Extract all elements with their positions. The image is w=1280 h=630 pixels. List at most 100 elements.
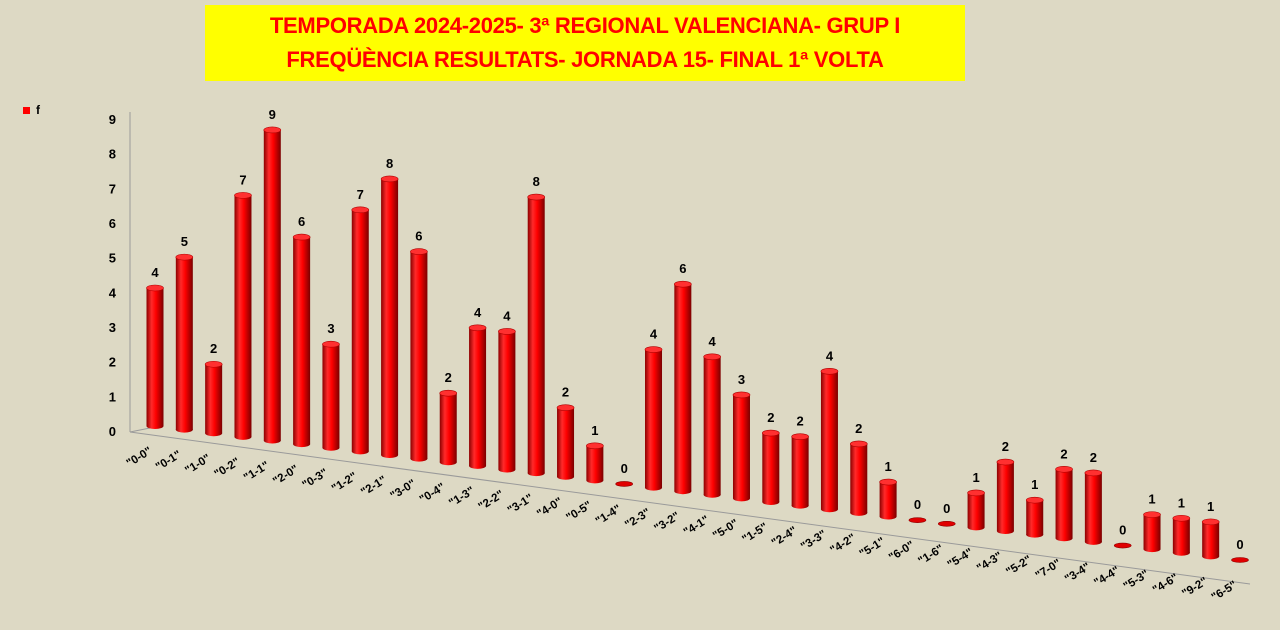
bar-top — [1143, 511, 1161, 518]
x-tick-label: "4-3" — [975, 550, 1005, 575]
bar-top — [410, 248, 428, 255]
data-label: 1 — [1031, 477, 1038, 492]
bar-base — [732, 495, 750, 502]
bar — [234, 192, 252, 440]
bar-base — [1143, 546, 1161, 553]
bar — [996, 458, 1015, 535]
bar-top — [762, 429, 780, 437]
bar — [1231, 557, 1249, 563]
bar-body — [205, 364, 223, 434]
x-tick-label: "0-2" — [213, 456, 243, 481]
chart-title-line-2: FREQÜÈNCIA RESULTATS- JORNADA 15- FINAL … — [286, 47, 884, 72]
data-label: 0 — [1236, 537, 1243, 552]
bar-base — [410, 455, 428, 462]
bar-top — [615, 481, 633, 487]
bar-body — [967, 492, 985, 528]
x-tick-label: "4-4" — [1092, 565, 1122, 590]
bar — [937, 520, 956, 527]
bar-body — [1172, 518, 1190, 553]
data-label: 3 — [327, 321, 334, 336]
bar-top — [703, 353, 721, 361]
data-label: 2 — [562, 385, 569, 400]
bars — [146, 126, 1249, 563]
bar — [468, 324, 487, 469]
bar-base — [850, 509, 868, 516]
x-tick-label: "4-6" — [1151, 572, 1181, 597]
data-label: 2 — [855, 421, 862, 436]
x-tick-label: "1-5" — [740, 521, 770, 546]
bar-top — [1055, 465, 1073, 473]
bar — [703, 353, 721, 498]
bar — [879, 478, 897, 520]
y-tick-label: 6 — [109, 216, 116, 231]
x-tick-label: "4-0" — [535, 496, 565, 521]
bar-body — [762, 433, 780, 503]
y-tick-label: 3 — [109, 320, 116, 335]
data-label: 0 — [621, 461, 628, 476]
bar-body — [645, 349, 663, 488]
bar-body — [439, 393, 457, 463]
bar-top — [1025, 496, 1044, 504]
bar — [322, 340, 340, 451]
data-label: 4 — [151, 265, 159, 280]
y-axis-ticks: 0 1 2 3 4 5 6 7 8 9 — [109, 112, 117, 439]
bar-body — [293, 237, 311, 445]
bar — [967, 489, 985, 531]
x-tick-label: "7-0" — [1034, 557, 1064, 582]
bar-base — [1055, 535, 1073, 542]
bar-top — [1201, 518, 1220, 526]
bar-body — [820, 371, 838, 510]
bar — [439, 389, 458, 466]
bar-top — [146, 284, 164, 292]
bar-base — [586, 477, 604, 484]
bar-top — [175, 253, 194, 261]
bar — [586, 442, 604, 484]
data-label: 4 — [503, 308, 511, 323]
data-label: 7 — [357, 187, 364, 202]
data-label: 8 — [533, 174, 540, 189]
bar-top — [322, 340, 340, 348]
data-label: 1 — [1207, 499, 1214, 514]
y-tick-label: 4 — [109, 285, 117, 300]
bar-base — [879, 513, 897, 520]
data-label: 4 — [709, 334, 717, 349]
data-label: 4 — [650, 327, 658, 342]
bar-body — [175, 257, 193, 430]
x-tick-label: "2-3" — [623, 507, 653, 532]
data-label: 1 — [591, 423, 598, 438]
bar-top — [556, 404, 575, 412]
bar-top — [732, 391, 751, 399]
y-tick-label: 8 — [109, 147, 116, 162]
bar-body — [586, 445, 604, 481]
bar-body — [1084, 472, 1102, 542]
bar-base — [175, 426, 193, 433]
y-tick-label: 1 — [109, 389, 116, 404]
x-tick-label: "2-2" — [476, 489, 506, 514]
legend-swatch — [23, 106, 30, 114]
bar-base — [1202, 553, 1220, 560]
data-label: 2 — [1060, 446, 1067, 461]
bar — [820, 367, 839, 513]
data-label: 2 — [445, 370, 452, 385]
bar — [1113, 542, 1132, 549]
bar-body — [410, 251, 428, 459]
y-tick-label: 9 — [109, 112, 116, 127]
bar-base — [234, 433, 252, 440]
bar-base — [263, 437, 281, 444]
x-axis-line — [129, 431, 1251, 585]
bar-base — [791, 502, 809, 509]
bar-base — [674, 488, 692, 495]
bar — [908, 517, 927, 523]
bar-base — [322, 444, 340, 451]
x-tick-label: "1-1" — [242, 460, 272, 485]
bar-top — [586, 442, 604, 450]
bar-body — [732, 394, 750, 499]
bar — [1143, 511, 1161, 553]
bar-body — [381, 178, 399, 455]
bar-base — [1172, 549, 1190, 556]
bar-body — [996, 462, 1014, 532]
x-tick-label: "0-4" — [418, 481, 448, 506]
data-label: 6 — [415, 229, 422, 244]
bar-base — [381, 451, 399, 458]
